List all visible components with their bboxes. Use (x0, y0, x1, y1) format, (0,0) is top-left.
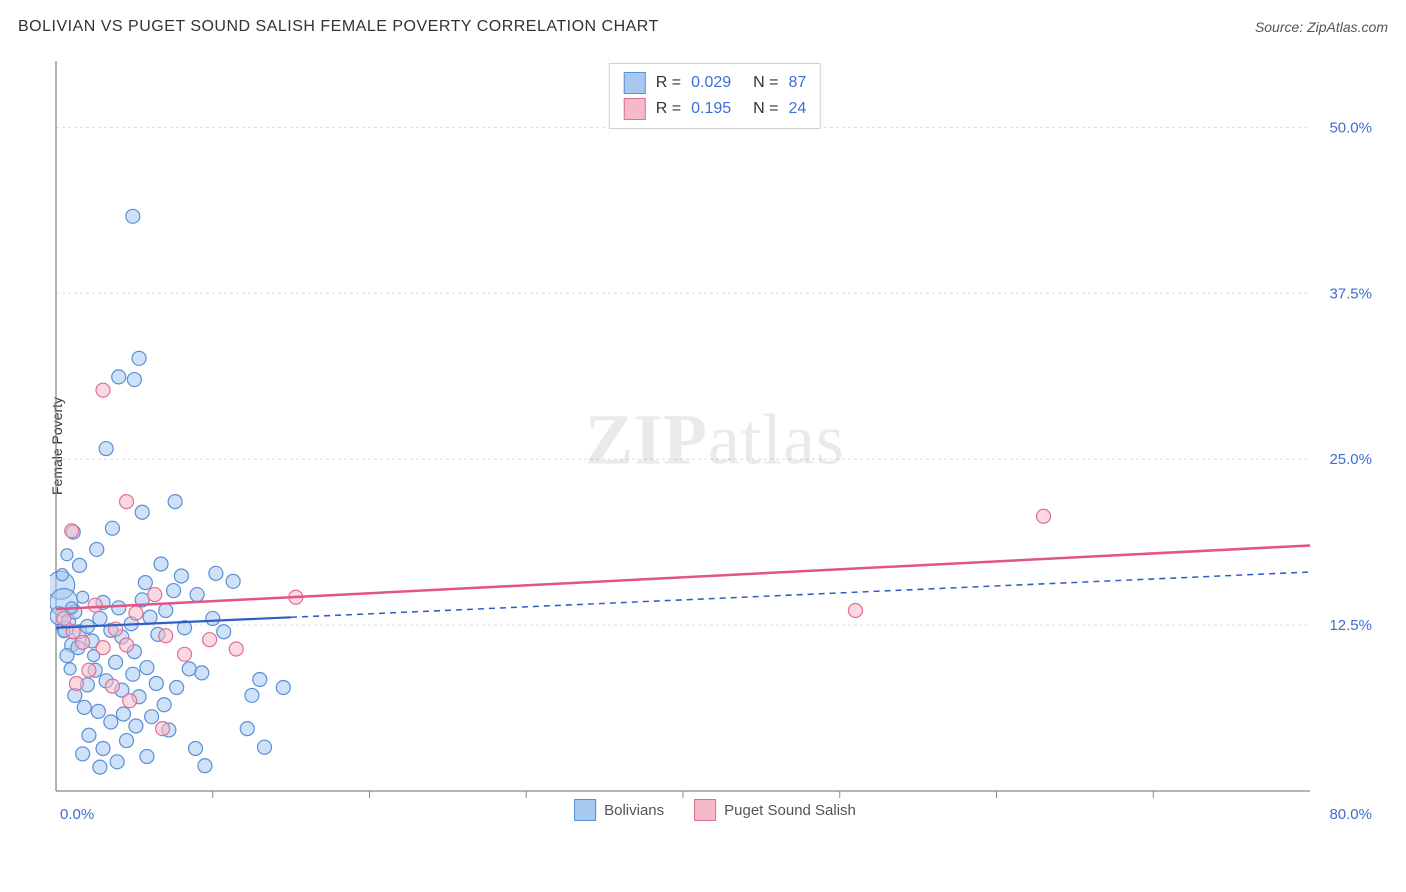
n-prefix: N = (753, 74, 778, 92)
svg-text:50.0%: 50.0% (1329, 119, 1372, 136)
r-value-2: 0.195 (691, 100, 743, 118)
n-prefix: N = (753, 100, 778, 118)
n-value-1: 87 (788, 74, 806, 92)
legend-item-1: Bolivians (574, 799, 664, 821)
legend-swatch-pink (624, 98, 646, 120)
r-prefix: R = (656, 100, 681, 118)
scatter-plot-svg: 12.5% 25.0% 37.5% 50.0% 0.0% 80.0% (50, 55, 1380, 825)
correlation-legend: R = 0.029 N = 87 R = 0.195 N = 24 (609, 63, 821, 129)
chart-source: Source: ZipAtlas.com (1255, 19, 1388, 35)
r-value-1: 0.029 (691, 74, 743, 92)
n-value-2: 24 (788, 100, 806, 118)
legend-label-2: Puget Sound Salish (724, 802, 856, 819)
series-legend: Bolivians Puget Sound Salish (574, 799, 856, 821)
legend-swatch-pink (694, 799, 716, 821)
svg-text:37.5%: 37.5% (1329, 285, 1372, 302)
svg-text:80.0%: 80.0% (1329, 806, 1372, 823)
svg-text:12.5%: 12.5% (1329, 617, 1372, 634)
chart-header: BOLIVIAN VS PUGET SOUND SALISH FEMALE PO… (18, 18, 1388, 36)
correlation-row-1: R = 0.029 N = 87 (624, 70, 806, 96)
legend-swatch-blue (624, 72, 646, 94)
chart-area: 12.5%25.0%37.5%50.0%0.0%80.0% ZIPatlas R… (50, 55, 1380, 825)
legend-label-1: Bolivians (604, 802, 664, 819)
svg-text:25.0%: 25.0% (1329, 451, 1372, 468)
r-prefix: R = (656, 74, 681, 92)
svg-text:0.0%: 0.0% (60, 806, 94, 823)
legend-item-2: Puget Sound Salish (694, 799, 856, 821)
chart-title: BOLIVIAN VS PUGET SOUND SALISH FEMALE PO… (18, 18, 659, 36)
legend-swatch-blue (574, 799, 596, 821)
correlation-row-2: R = 0.195 N = 24 (624, 96, 806, 122)
